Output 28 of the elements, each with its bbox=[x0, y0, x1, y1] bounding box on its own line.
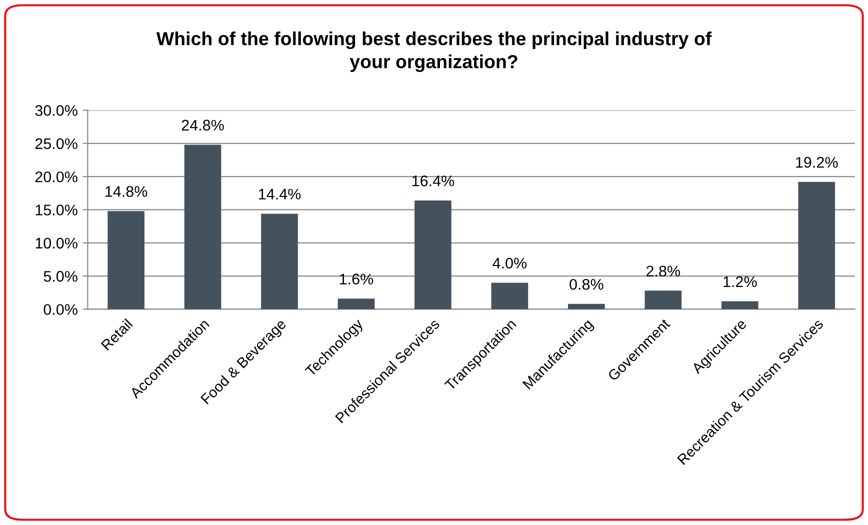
data-label: 14.8% bbox=[106, 186, 148, 197]
y-tick-label: 0.0% bbox=[44, 304, 78, 315]
bar bbox=[491, 282, 528, 310]
bar bbox=[108, 211, 144, 310]
y-tick-label: 30.0% bbox=[35, 105, 78, 116]
y-tick-label: 10.0% bbox=[36, 238, 78, 249]
bar bbox=[338, 298, 375, 310]
data-label: 2.8% bbox=[646, 266, 680, 277]
y-tick-label: 20.0% bbox=[35, 171, 78, 182]
y-tick-label: 25.0% bbox=[35, 138, 78, 150]
bar bbox=[261, 214, 298, 310]
data-label: 1.2% bbox=[724, 276, 757, 288]
data-label: 0.8% bbox=[570, 278, 604, 290]
data-label: 19.2% bbox=[796, 156, 838, 168]
bar bbox=[568, 304, 605, 310]
bar bbox=[644, 290, 682, 310]
y-tick-label: 15.0% bbox=[36, 204, 78, 216]
data-label: 16.4% bbox=[412, 176, 454, 186]
data-label: 4.0% bbox=[492, 258, 527, 269]
data-label: 14.4% bbox=[259, 188, 301, 200]
bar bbox=[798, 182, 836, 310]
bar bbox=[414, 200, 452, 310]
y-tick-label: 5.0% bbox=[44, 270, 78, 282]
bar bbox=[721, 301, 758, 310]
chart-title: Which of the following best describes the principal industry of your organization? bbox=[156, 32, 712, 72]
data-label: 24.8% bbox=[182, 120, 224, 131]
data-label: 1.6% bbox=[340, 274, 374, 284]
bar bbox=[184, 144, 222, 310]
